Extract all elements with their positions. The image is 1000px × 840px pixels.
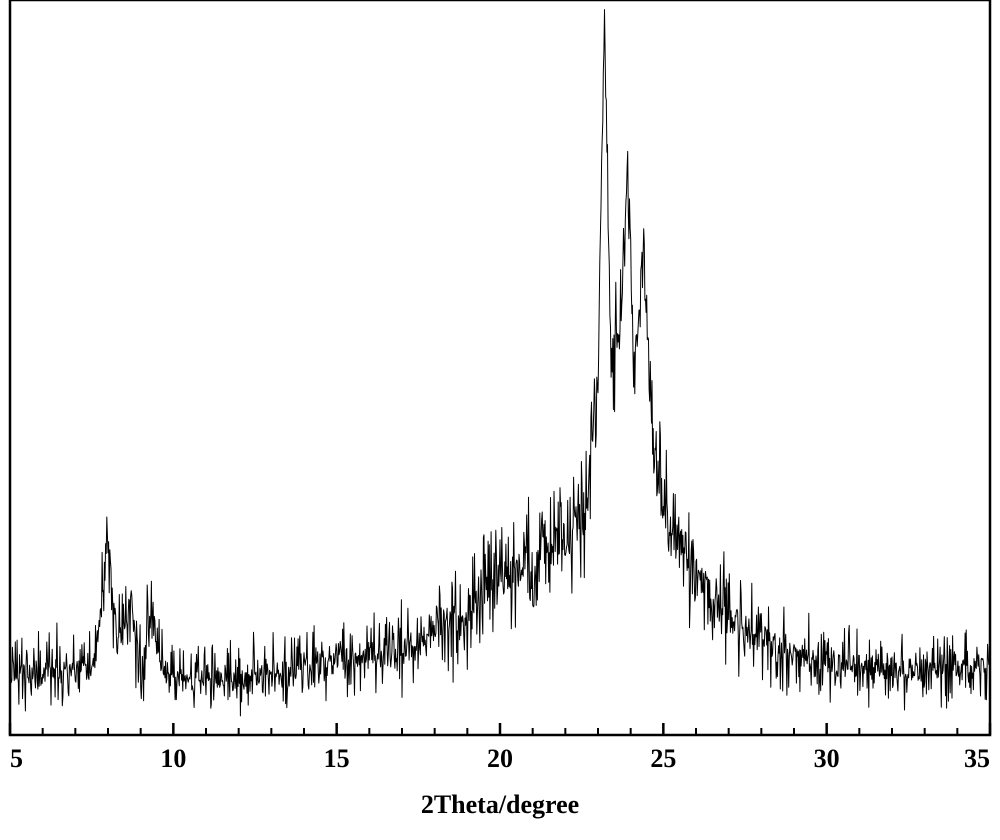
xtick-label: 30 [814, 744, 840, 773]
chart-svg: 5 10 15 20 25 30 35 2Theta/degree [0, 0, 1000, 840]
xtick-label: 20 [487, 744, 513, 773]
xtick-label: 5 [10, 744, 23, 773]
x-axis-label: 2Theta/degree [421, 790, 579, 819]
xtick-label: 25 [650, 744, 676, 773]
xrd-chart: 5 10 15 20 25 30 35 2Theta/degree [0, 0, 1000, 840]
xtick-label: 15 [324, 744, 350, 773]
xtick-label: 35 [964, 744, 990, 773]
xtick-label: 10 [160, 744, 186, 773]
